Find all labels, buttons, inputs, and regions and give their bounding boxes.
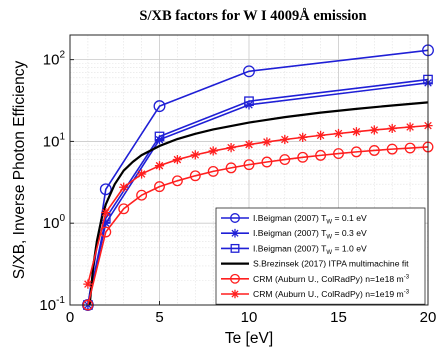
legend-label: CRM (Auburn U., ColRadPy) n=1e18 m-3 (253, 274, 410, 284)
legend-label: I.Beigman (2007) TW = 1.0 eV (253, 243, 367, 256)
data-point (333, 128, 344, 139)
data-point (101, 218, 111, 228)
legend-label: CRM (Auburn U., ColRadPy) n=1e19 m-3 (253, 289, 410, 299)
data-point (172, 154, 182, 165)
series-line (87, 146, 429, 306)
data-point (154, 161, 165, 171)
legend-item: CRM (Auburn U., ColRadPy) n=1e18 m-3 (221, 274, 410, 284)
data-point (298, 132, 308, 142)
data-point (119, 182, 129, 192)
data-point (333, 148, 344, 160)
x-tick-label: 10 (241, 309, 258, 326)
data-point (351, 127, 361, 137)
data-point (350, 146, 362, 158)
series-group (81, 44, 434, 311)
data-point (316, 130, 326, 140)
series-line (87, 78, 429, 306)
data-point (83, 279, 93, 289)
data-point (190, 150, 200, 160)
data-point (137, 169, 147, 179)
x-axis-label: Te [eV] (225, 330, 273, 347)
data-point (280, 134, 290, 145)
legend-box (215, 207, 426, 305)
data-point (154, 135, 165, 145)
data-point (171, 175, 183, 187)
legend-item: I.Beigman (2007) TW = 0.3 eV (221, 228, 367, 241)
legend-label: I.Beigman (2007) TW = 0.3 eV (253, 228, 367, 241)
legend-marker (230, 228, 240, 238)
data-point (101, 207, 111, 218)
data-point (226, 143, 236, 153)
data-point (244, 139, 254, 150)
data-point (262, 137, 272, 147)
legend-marker (230, 243, 240, 253)
y-tick-label: 101 (43, 131, 66, 150)
data-point (315, 149, 327, 161)
data-point (154, 131, 165, 142)
legend-item: CRM (Auburn U., ColRadPy) n=1e19 m-3 (221, 289, 410, 299)
y-tick-label: 10-1 (39, 295, 65, 314)
legend-item: S.Brezinsek (2017) ITPA multimachine fit (221, 259, 409, 269)
data-point (243, 159, 255, 171)
legend-label: S.Brezinsek (2017) ITPA multimachine fit (253, 259, 409, 269)
legend-label: I.Beigman (2007) TW = 0.1 eV (253, 213, 367, 226)
data-point (369, 125, 379, 135)
data-point (404, 142, 416, 154)
x-tick-label: 20 (420, 309, 437, 326)
data-point (136, 189, 148, 201)
y-axis-label: S/XB, Inverse Photon Efficiency (11, 60, 28, 279)
legend-marker (230, 289, 240, 299)
series-line (88, 101, 429, 306)
legend-item: I.Beigman (2007) TW = 0.1 eV (221, 213, 367, 226)
data-point (243, 65, 255, 78)
legend-marker (230, 213, 240, 223)
x-tick-label: 0 (66, 309, 74, 326)
x-tick-label: 15 (330, 309, 347, 326)
series-5 (83, 121, 433, 289)
data-point (154, 181, 165, 193)
legend-marker (230, 273, 240, 284)
data-point (297, 151, 309, 163)
data-point (279, 154, 291, 166)
y-tick-label: 100 (43, 213, 66, 232)
data-point (118, 203, 130, 215)
data-point (153, 100, 166, 113)
data-point (208, 146, 218, 156)
legend-item: I.Beigman (2007) TW = 1.0 eV (221, 243, 367, 256)
data-point (261, 156, 273, 168)
data-point (244, 96, 254, 107)
series-3 (88, 101, 429, 306)
data-point (225, 162, 237, 174)
x-tick-label: 5 (155, 309, 163, 326)
data-point (189, 170, 201, 182)
data-point (386, 143, 398, 155)
data-point (405, 122, 415, 132)
legend: I.Beigman (2007) TW = 0.1 eV I.Beigman (2… (215, 207, 426, 305)
data-point (99, 183, 112, 196)
data-point (207, 165, 219, 177)
chart-title: S/XB factors for W I 4009Å emission (139, 8, 366, 24)
data-point (368, 145, 380, 156)
data-point (387, 123, 397, 134)
ticks: 0 5 10 15 20 10-1 100 101 102 (39, 50, 436, 326)
y-tick-label: 102 (43, 50, 66, 69)
